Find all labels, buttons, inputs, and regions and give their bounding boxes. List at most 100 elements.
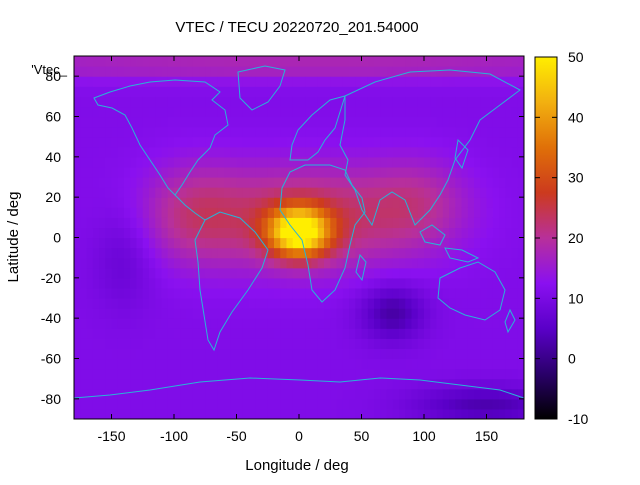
- heatmap-cell: [286, 217, 294, 229]
- heatmap-cell: [392, 116, 400, 128]
- heatmap-cell: [324, 247, 331, 259]
- heatmap-cell: [99, 146, 106, 158]
- heatmap-cell: [317, 398, 325, 410]
- heatmap-cell: [192, 378, 200, 390]
- heatmap-cell: [449, 308, 456, 319]
- heatmap-cell: [124, 146, 131, 158]
- heatmap-cell: [161, 358, 169, 370]
- heatmap-cell: [80, 136, 88, 148]
- heatmap-cell: [417, 308, 425, 319]
- heatmap-cell: [467, 277, 475, 289]
- heatmap-cell: [186, 136, 194, 148]
- heatmap-cell: [317, 257, 325, 269]
- heatmap-cell: [305, 277, 313, 289]
- heatmap-cell: [255, 86, 263, 97]
- x-tick-label: 0: [295, 428, 303, 444]
- heatmap-cell: [124, 166, 131, 178]
- heatmap-cell: [380, 267, 388, 279]
- heatmap-cell: [324, 187, 331, 198]
- heatmap-cell: [136, 76, 144, 87]
- heatmap-cell: [255, 247, 263, 259]
- heatmap-cell: [299, 378, 306, 390]
- heatmap-cell: [74, 318, 81, 329]
- heatmap-cell: [424, 166, 431, 178]
- heatmap-cell: [336, 146, 344, 158]
- heatmap-cell: [355, 166, 363, 178]
- heatmap-cell: [461, 287, 469, 299]
- heatmap-cell: [299, 348, 306, 360]
- heatmap-cell: [105, 237, 113, 249]
- heatmap-cell: [292, 76, 300, 87]
- heatmap-cell: [349, 237, 356, 249]
- heatmap-cell: [342, 277, 350, 289]
- heatmap-cell: [436, 318, 444, 329]
- heatmap-cell: [349, 187, 356, 198]
- heatmap-cell: [86, 298, 94, 309]
- heatmap-cell: [405, 287, 413, 299]
- heatmap-cell: [211, 177, 219, 188]
- heatmap-cell: [186, 156, 194, 168]
- heatmap-cell: [80, 338, 88, 350]
- heatmap-cell: [330, 298, 338, 309]
- heatmap-cell: [299, 398, 306, 410]
- heatmap-cell: [399, 116, 406, 128]
- heatmap-cell: [99, 308, 106, 319]
- heatmap-cell: [417, 116, 425, 128]
- heatmap-cell: [80, 257, 88, 269]
- heatmap-cell: [399, 207, 406, 218]
- heatmap-cell: [461, 247, 469, 259]
- heatmap-cell: [292, 136, 300, 148]
- heatmap-cell: [517, 338, 524, 350]
- heatmap-cell: [161, 187, 169, 198]
- heatmap-cell: [367, 116, 375, 128]
- heatmap-cell: [192, 287, 200, 299]
- heatmap-cell: [230, 187, 238, 198]
- heatmap-cell: [255, 106, 263, 118]
- heatmap-cell: [411, 348, 419, 360]
- heatmap-cell: [205, 358, 213, 370]
- heatmap-cell: [155, 277, 163, 289]
- heatmap-cell: [130, 156, 138, 168]
- heatmap-cell: [367, 217, 375, 229]
- heatmap-cell: [142, 267, 150, 279]
- heatmap-cell: [274, 308, 281, 319]
- heatmap-cell: [374, 318, 381, 329]
- heatmap-cell: [249, 338, 256, 350]
- heatmap-cell: [411, 237, 419, 249]
- heatmap-cell: [142, 126, 150, 138]
- heatmap-cell: [342, 86, 350, 97]
- heatmap-cell: [449, 227, 456, 239]
- heatmap-cell: [142, 56, 150, 67]
- heatmap-cell: [511, 348, 519, 360]
- heatmap-cell: [417, 146, 425, 158]
- heatmap-cell: [261, 217, 269, 229]
- heatmap-cell: [449, 298, 456, 309]
- heatmap-cell: [161, 126, 169, 138]
- heatmap-cell: [511, 207, 519, 218]
- heatmap-cell: [449, 398, 456, 410]
- heatmap-cell: [80, 277, 88, 289]
- heatmap-cell: [442, 177, 450, 188]
- heatmap-cell: [92, 328, 100, 339]
- heatmap-cell: [399, 126, 406, 138]
- heatmap-cell: [274, 187, 281, 198]
- heatmap-cell: [336, 66, 344, 77]
- heatmap-cell: [424, 368, 431, 380]
- heatmap-cell: [230, 96, 238, 108]
- heatmap-cell: [330, 247, 338, 259]
- heatmap-cell: [499, 257, 506, 269]
- heatmap-cell: [430, 187, 438, 198]
- heatmap-cell: [130, 398, 138, 410]
- heatmap-cell: [205, 207, 213, 218]
- heatmap-cell: [205, 197, 213, 208]
- heatmap-cell: [274, 126, 281, 138]
- heatmap-cell: [324, 388, 331, 400]
- heatmap-cell: [117, 187, 125, 198]
- heatmap-cell: [74, 308, 81, 319]
- heatmap-cell: [286, 56, 294, 67]
- heatmap-cell: [161, 106, 169, 118]
- heatmap-cell: [511, 247, 519, 259]
- heatmap-cell: [205, 76, 213, 87]
- heatmap-cell: [349, 398, 356, 410]
- heatmap-cell: [355, 136, 363, 148]
